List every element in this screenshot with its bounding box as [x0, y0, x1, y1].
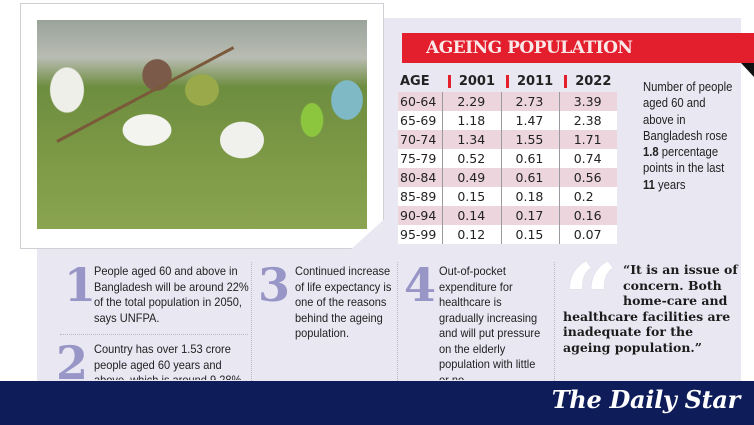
- table-row: 85-89 0.15 0.18 0.2: [398, 187, 618, 206]
- photo-elderly-group: [37, 20, 367, 229]
- divider-bar: [564, 75, 568, 88]
- table-row: 90-94 0.14 0.17 0.16: [398, 206, 618, 225]
- divider: [554, 262, 555, 381]
- table-row: 75-79 0.52 0.61 0.74: [398, 149, 618, 168]
- table-row: 95-99 0.12 0.15 0.07: [398, 225, 618, 244]
- table-row: 80-84 0.49 0.61 0.56: [398, 168, 618, 187]
- footer-bar: The Daily Star: [0, 381, 754, 425]
- table-row: 70-74 1.34 1.55 1.71: [398, 130, 618, 149]
- brand-logo[interactable]: The Daily Star: [551, 385, 741, 414]
- sidenote: Number of people aged 60 and above in Ba…: [643, 80, 733, 192]
- table-header-row: AGE 2001 2011 2022: [398, 72, 617, 92]
- fact-number-1: 1: [64, 258, 97, 312]
- fact-text-2: Country has over 1.53 crore people aged …: [94, 342, 242, 380]
- table-row: 65-69 1.18 1.47 2.38: [398, 111, 618, 130]
- col-age: AGE: [400, 73, 430, 89]
- fact-text-4: Out-of-pocket expenditure for healthcare…: [439, 264, 541, 380]
- fact-text-1: People aged 60 and above in Bangladesh w…: [94, 264, 249, 325]
- ageing-table: AGE 2001 2011 2022 60-64 2.29 2.73 3.39 65-…: [398, 72, 618, 244]
- col-2011: 2011: [501, 72, 559, 92]
- sidenote-value-years: 11: [643, 177, 655, 192]
- sidenote-value-percent: 1.8: [643, 145, 659, 160]
- col-2001: 2001: [443, 72, 501, 92]
- banner-title: AGEING POPULATION: [426, 38, 633, 58]
- divider: [60, 334, 248, 335]
- divider: [251, 262, 252, 381]
- quote-mark-icon: “: [563, 243, 619, 356]
- fact-text-3: Continued increase of life expectancy is…: [295, 264, 392, 340]
- table-row: 60-64 2.29 2.73 3.39: [398, 92, 618, 111]
- title-banner: AGEING POPULATION: [402, 33, 754, 63]
- banner-fold-icon: [741, 63, 754, 77]
- divider: [397, 262, 398, 381]
- divider-bar: [506, 75, 510, 88]
- fact-number-2: 2: [56, 336, 89, 390]
- walking-stick: [56, 46, 235, 143]
- fact-number-4: 4: [404, 258, 437, 312]
- fact-number-3: 3: [258, 258, 291, 312]
- pull-quote: “It is an issue of concern. Both home-ca…: [563, 262, 738, 355]
- col-2022: 2022: [559, 72, 617, 92]
- divider-bar: [447, 75, 451, 88]
